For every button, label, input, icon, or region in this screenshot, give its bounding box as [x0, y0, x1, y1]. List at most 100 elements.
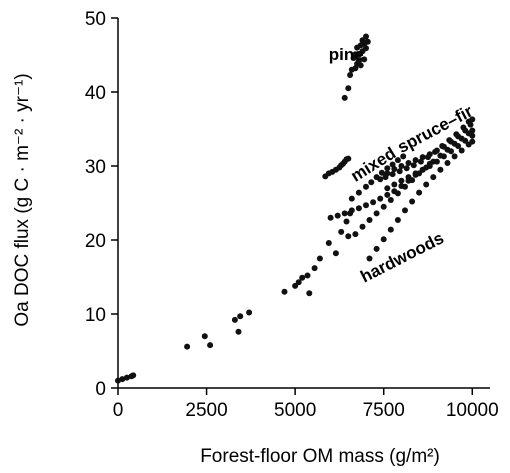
data-point	[366, 255, 373, 262]
data-point	[446, 137, 453, 144]
data-point	[394, 217, 401, 223]
data-point	[387, 197, 394, 203]
data-point	[184, 343, 191, 350]
x-tick-label: 2500	[185, 400, 227, 421]
data-point	[373, 245, 380, 252]
data-point	[311, 265, 318, 272]
data-point	[207, 342, 214, 349]
data-point	[246, 309, 253, 316]
data-point	[405, 160, 412, 166]
data-point	[348, 207, 355, 214]
y-tick-label: 50	[85, 9, 106, 30]
data-point	[377, 176, 384, 183]
data-point	[345, 155, 352, 162]
data-point	[341, 94, 348, 101]
data-point	[419, 166, 426, 173]
data-point	[292, 282, 299, 289]
data-point	[469, 127, 476, 134]
data-point	[316, 255, 323, 262]
data-point	[363, 45, 369, 52]
data-point	[366, 217, 373, 223]
data-point	[384, 165, 391, 172]
data-point	[281, 288, 288, 295]
x-tick-label: 5000	[274, 400, 316, 421]
data-point	[412, 157, 419, 164]
data-point	[382, 174, 389, 181]
data-point	[398, 177, 405, 184]
data-point	[419, 154, 426, 161]
data-point	[432, 148, 439, 155]
data-point	[237, 313, 244, 320]
x-axis-label: Forest-floor OM mass (g/m²)	[200, 446, 440, 467]
data-point	[439, 143, 446, 149]
data-point	[364, 38, 371, 45]
data-point	[363, 202, 369, 209]
x-tick-label: 0	[113, 400, 124, 421]
data-point	[201, 333, 208, 340]
data-point	[355, 189, 362, 196]
data-point	[433, 158, 440, 165]
data-point	[412, 170, 419, 177]
data-point	[355, 57, 362, 64]
data-point	[295, 279, 302, 286]
points-layer	[115, 33, 476, 384]
data-point	[341, 210, 348, 217]
data-point	[130, 372, 137, 379]
data-point	[426, 163, 433, 169]
data-point	[235, 328, 242, 335]
data-point	[332, 250, 339, 257]
data-point	[398, 163, 405, 169]
data-point	[394, 157, 401, 164]
data-point	[437, 166, 444, 173]
data-point	[417, 158, 424, 165]
data-point	[123, 374, 130, 381]
data-point	[409, 198, 416, 205]
y-tick-label: 40	[85, 83, 106, 104]
data-point	[343, 218, 350, 225]
data-point	[462, 137, 469, 144]
data-point	[377, 195, 384, 202]
data-point	[359, 223, 366, 230]
data-point	[355, 52, 362, 58]
x-tick-label: 7500	[363, 400, 405, 421]
data-point	[384, 185, 391, 192]
plot-area: 0 10 20 30 40 50 0 2500 5000 7500 10000	[85, 9, 499, 421]
data-point	[119, 376, 126, 383]
data-point	[425, 154, 431, 161]
data-point	[458, 147, 465, 154]
data-point	[455, 143, 462, 149]
data-point	[465, 118, 472, 125]
data-point	[440, 153, 447, 160]
data-point	[451, 153, 458, 160]
data-point	[416, 189, 423, 196]
data-point	[402, 183, 408, 190]
annotation-label: pine	[329, 45, 364, 64]
data-point	[304, 272, 311, 279]
data-point	[306, 290, 313, 297]
data-point	[327, 214, 334, 221]
y-tick-label: 0	[95, 379, 106, 400]
data-point	[402, 207, 408, 214]
data-point	[378, 169, 385, 176]
data-point	[400, 153, 407, 160]
data-point	[380, 236, 387, 243]
data-point	[299, 274, 306, 281]
data-point	[368, 179, 375, 186]
y-tick-label: 10	[85, 305, 106, 326]
data-point	[361, 56, 368, 63]
data-point	[396, 168, 403, 175]
data-point	[387, 226, 394, 233]
data-point	[423, 181, 430, 188]
data-point	[363, 33, 369, 40]
data-point	[370, 199, 377, 206]
data-point	[460, 124, 467, 131]
data-point	[363, 183, 369, 190]
data-point	[430, 174, 437, 181]
data-point	[325, 240, 332, 246]
data-point	[453, 131, 460, 138]
data-point	[345, 85, 352, 92]
data-point	[469, 132, 476, 139]
data-point	[334, 212, 341, 219]
data-point	[345, 233, 352, 240]
